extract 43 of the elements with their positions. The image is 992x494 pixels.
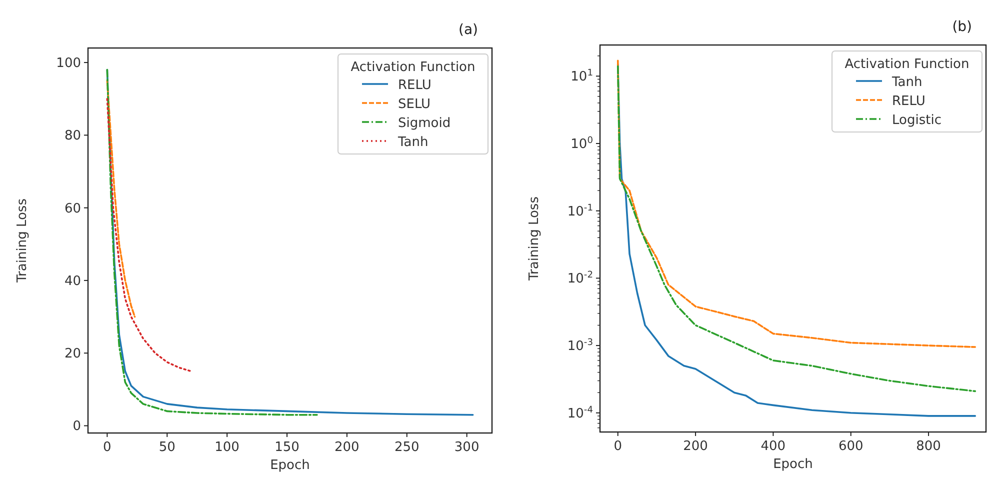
x-axis-title: Epoch — [773, 457, 813, 472]
x-tick-label: 0 — [103, 440, 112, 455]
legend-label: RELU — [398, 78, 432, 93]
line-series — [106, 68, 318, 416]
y-tick-label: 10$^{1}$ — [570, 68, 593, 85]
x-tick-label: 150 — [274, 440, 300, 455]
x-tick-label: 200 — [683, 439, 708, 454]
x-tick-label: 0 — [614, 439, 622, 454]
y-tick-label: 10$^{0}$ — [570, 136, 594, 152]
line-series — [106, 98, 192, 372]
y-tick-label: 0 — [72, 419, 81, 434]
line-series — [616, 60, 976, 348]
x-tick-label: 800 — [916, 439, 941, 454]
y-tick-label: 100 — [56, 56, 81, 72]
x-axis-title: Epoch — [270, 458, 310, 473]
y-tick-label: 10$^{-3}$ — [567, 338, 594, 354]
legend-label: Sigmoid — [398, 116, 451, 131]
legend-label: Tanh — [891, 75, 922, 90]
legend-label: Tanh — [397, 135, 428, 150]
y-tick-label: 20 — [64, 346, 81, 362]
legend-title: Activation Function — [350, 60, 476, 75]
legend-label: SELU — [398, 97, 431, 112]
y-tick-label: 10$^{-2}$ — [567, 270, 593, 287]
x-tick-label: 200 — [334, 440, 360, 455]
x-tick-label: 250 — [394, 440, 420, 455]
chart-title: (b) — [952, 19, 972, 35]
y-axis-title: Training Loss — [527, 196, 542, 282]
y-axis-title: Training Loss — [15, 198, 30, 284]
x-tick-label: 100 — [214, 440, 240, 455]
x-tick-label: 300 — [454, 440, 480, 455]
legend-label: RELU — [892, 94, 926, 109]
legend-title: Activation Function — [844, 57, 970, 72]
x-tick-label: 600 — [838, 439, 864, 454]
y-tick-label: 80 — [64, 128, 81, 144]
y-tick-label: 60 — [64, 201, 81, 216]
x-tick-label: 50 — [158, 440, 176, 455]
y-tick-label: 10$^{-1}$ — [567, 203, 593, 220]
line-series — [106, 80, 136, 318]
y-tick-label: 10$^{-4}$ — [567, 405, 594, 422]
legend-label: Logistic — [892, 113, 942, 128]
chart-title: (a) — [458, 22, 478, 38]
x-tick-label: 400 — [760, 439, 786, 454]
y-tick-label: 40 — [64, 274, 81, 289]
